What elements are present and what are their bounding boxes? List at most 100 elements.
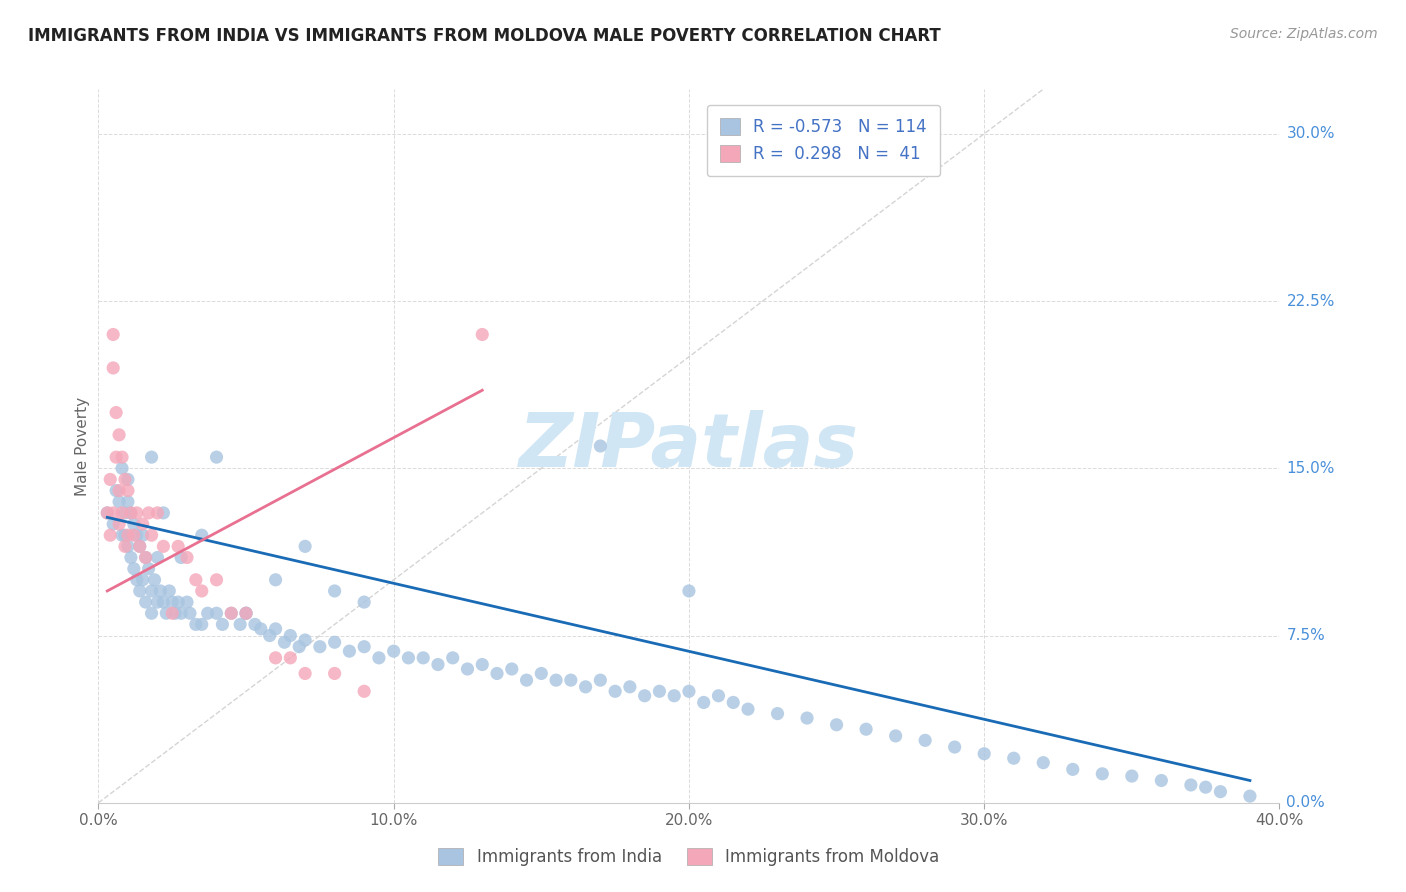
Point	[135, 550, 157, 565]
Point	[146, 506, 169, 520]
Point	[146, 595, 169, 609]
Point	[141, 528, 163, 542]
Point	[155, 607, 177, 621]
Point	[105, 450, 128, 465]
Point	[560, 673, 582, 687]
Point	[117, 494, 139, 508]
Point	[219, 607, 242, 621]
Point	[132, 528, 155, 542]
Point	[170, 607, 193, 621]
Point	[323, 583, 346, 598]
Point	[197, 607, 219, 621]
Point	[353, 684, 375, 698]
Point	[117, 483, 139, 498]
Point	[152, 506, 174, 520]
Point	[135, 595, 157, 609]
Point	[176, 595, 198, 609]
Point	[721, 696, 744, 710]
Point	[120, 506, 142, 520]
Point	[288, 640, 311, 654]
Point	[132, 573, 155, 587]
Point	[111, 528, 134, 542]
Point	[515, 673, 537, 687]
Text: 22.5%: 22.5%	[1286, 293, 1334, 309]
Point	[323, 666, 346, 681]
Point	[205, 450, 228, 465]
Point	[146, 550, 169, 565]
Point	[117, 528, 139, 542]
Point	[619, 680, 641, 694]
Point	[1150, 773, 1173, 788]
Point	[132, 517, 155, 532]
Point	[1195, 780, 1218, 794]
Point	[235, 607, 257, 621]
Point	[125, 528, 148, 542]
Point	[103, 517, 125, 532]
Point	[243, 617, 266, 632]
Point	[141, 583, 163, 598]
Point	[184, 573, 207, 587]
Point	[323, 635, 346, 649]
Y-axis label: Male Poverty: Male Poverty	[75, 396, 90, 496]
Point	[368, 651, 391, 665]
Point	[205, 573, 228, 587]
Point	[176, 550, 198, 565]
Point	[1091, 766, 1114, 781]
Point	[117, 539, 139, 553]
Point	[167, 539, 190, 553]
Point	[294, 666, 316, 681]
Point	[589, 673, 612, 687]
Point	[884, 729, 907, 743]
Point	[98, 528, 121, 542]
Point	[152, 595, 174, 609]
Point	[693, 696, 716, 710]
Point	[120, 550, 142, 565]
Point	[125, 573, 148, 587]
Point	[229, 617, 252, 632]
Point	[294, 633, 316, 648]
Point	[135, 550, 157, 565]
Point	[191, 583, 214, 598]
Point	[633, 689, 655, 703]
Point	[96, 506, 118, 520]
Point	[111, 506, 134, 520]
Text: 7.5%: 7.5%	[1286, 628, 1326, 643]
Point	[117, 473, 139, 487]
Point	[605, 684, 627, 698]
Point	[219, 607, 242, 621]
Point	[235, 607, 257, 621]
Text: 30.0%: 30.0%	[1286, 127, 1334, 141]
Point	[191, 528, 214, 542]
Point	[167, 595, 190, 609]
Point	[574, 680, 596, 694]
Point	[486, 666, 509, 681]
Point	[1239, 789, 1261, 803]
Text: Source: ZipAtlas.com: Source: ZipAtlas.com	[1230, 27, 1378, 41]
Point	[1062, 762, 1084, 776]
Point	[138, 562, 160, 576]
Point	[122, 517, 145, 532]
Point	[825, 717, 848, 731]
Point	[471, 327, 494, 342]
Point	[427, 657, 450, 672]
Point	[273, 635, 295, 649]
Point	[162, 595, 183, 609]
Point	[108, 494, 131, 508]
Point	[114, 506, 136, 520]
Point	[108, 517, 131, 532]
Point	[162, 607, 183, 621]
Point	[264, 573, 287, 587]
Point	[530, 666, 553, 681]
Point	[1209, 785, 1232, 799]
Point	[165, 607, 187, 621]
Point	[125, 506, 148, 520]
Point	[664, 689, 686, 703]
Point	[1180, 778, 1202, 792]
Point	[456, 662, 478, 676]
Point	[111, 461, 134, 475]
Point	[707, 689, 730, 703]
Point	[235, 607, 257, 621]
Point	[111, 450, 134, 465]
Point	[128, 583, 150, 598]
Point	[278, 651, 302, 665]
